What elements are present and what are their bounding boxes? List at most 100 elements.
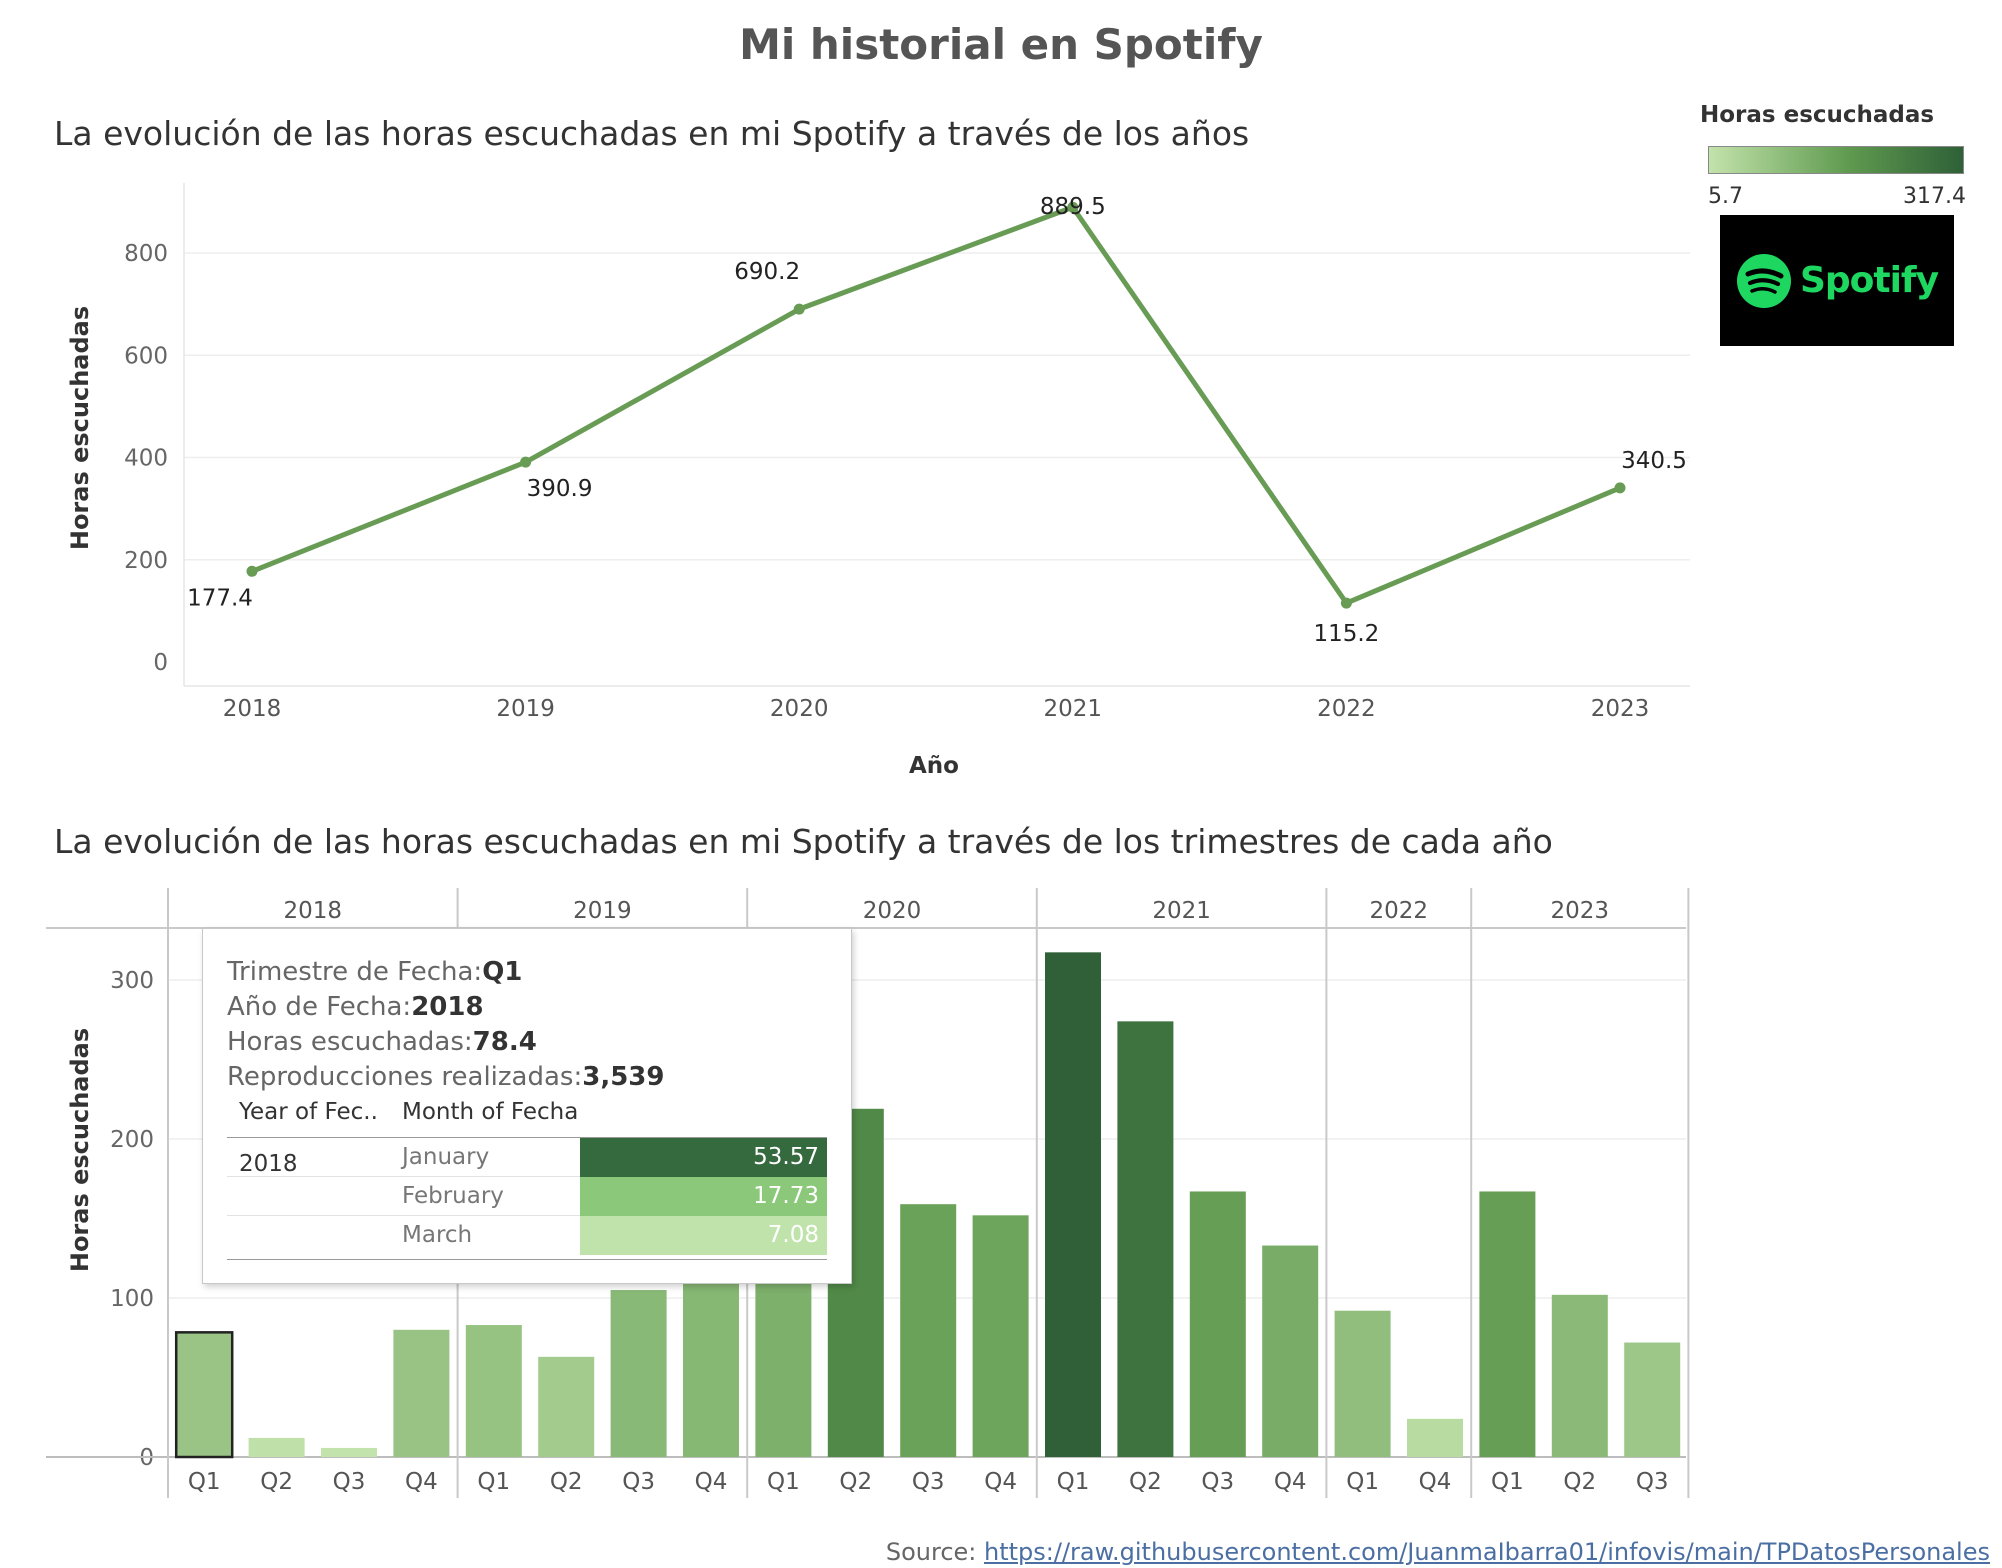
bar[interactable]: [393, 1329, 450, 1457]
bar-year-header: 2020: [863, 898, 922, 924]
bar-x-tick-label: Q4: [695, 1469, 728, 1495]
line-point[interactable]: [246, 565, 258, 577]
bar[interactable]: [1189, 1191, 1246, 1457]
line-data-label: 889.5: [1040, 194, 1106, 220]
bar-y-axis-label: Horas escuchadas: [66, 1028, 94, 1272]
line-x-axis-label: Año: [909, 753, 959, 779]
tooltip-quarter-line: Trimestre de Fecha:Q1: [227, 957, 523, 987]
bar-year-header: 2023: [1551, 898, 1610, 924]
tooltip-value-cell: 7.08: [580, 1216, 827, 1255]
line-point[interactable]: [793, 303, 805, 315]
line-data-label: 690.2: [734, 259, 800, 285]
bar[interactable]: [321, 1447, 377, 1457]
bar-x-tick-label: Q2: [550, 1469, 583, 1495]
line-y-tick-label: 800: [124, 241, 168, 267]
spotify-logo: Spotify: [1720, 215, 1954, 346]
bar-x-tick-label: Q3: [622, 1469, 655, 1495]
tooltip-value-cell: 53.57: [580, 1138, 827, 1177]
tooltip-plays-line: Reproducciones realizadas:3,539: [227, 1062, 665, 1092]
bar-x-tick-label: Q1: [1346, 1469, 1379, 1495]
line-x-tick-label: 2023: [1591, 696, 1650, 722]
line-x-tick-label: 2018: [223, 696, 282, 722]
legend-title: Horas escuchadas: [1700, 102, 1935, 128]
bar-x-tick-label: Q1: [767, 1469, 800, 1495]
bar[interactable]: [248, 1437, 305, 1457]
tooltip-table-bottom-line: [227, 1259, 827, 1260]
bar[interactable]: [610, 1290, 667, 1457]
legend-max-label: 317.4: [1903, 184, 1966, 209]
line-y-tick-label: 400: [124, 446, 168, 472]
bar-y-tick-label: 100: [110, 1286, 154, 1312]
bar-x-tick-label: Q2: [1563, 1469, 1596, 1495]
line-data-label: 340.5: [1621, 448, 1687, 474]
tooltip-table-divider: [227, 1137, 827, 1138]
tooltip-row-divider: [227, 1215, 580, 1216]
line-chart[interactable]: 0 200 400 600 800 Horas escuchadas Año 177.4 201…: [0, 0, 2002, 800]
line-x-tick-label: 2021: [1044, 696, 1103, 722]
line-x-tick-label: 2020: [770, 696, 829, 722]
source-label: Source:: [885, 1538, 977, 1566]
bar[interactable]: [972, 1215, 1029, 1457]
bar-year-header: 2021: [1152, 898, 1211, 924]
bar[interactable]: [900, 1204, 957, 1457]
bar-year-header: 2022: [1370, 898, 1429, 924]
legend-gradient: [1708, 146, 1964, 174]
tooltip-hours-line: Horas escuchadas:78.4: [227, 1027, 537, 1057]
bar-x-tick-label: Q2: [1129, 1469, 1162, 1495]
bar-x-tick-label: Q1: [1491, 1469, 1524, 1495]
bar-year-header: 2019: [573, 898, 632, 924]
line-y-tick-label: 0: [153, 650, 168, 676]
bar[interactable]: [683, 1282, 739, 1457]
bar-x-tick-label: Q3: [1636, 1469, 1669, 1495]
bar[interactable]: [1262, 1245, 1319, 1457]
bar-x-tick-label: Q1: [477, 1469, 510, 1495]
bar[interactable]: [174, 1331, 234, 1459]
bar-x-tick-label: Q1: [188, 1469, 221, 1495]
bar[interactable]: [1479, 1191, 1536, 1457]
bar-chart-title: La evolución de las horas escuchadas en …: [54, 822, 1553, 861]
bar[interactable]: [538, 1356, 595, 1457]
bar-x-tick-label: Q4: [984, 1469, 1017, 1495]
line-data-label: 177.4: [187, 585, 253, 611]
bar-x-tick-label: Q1: [1057, 1469, 1090, 1495]
bar[interactable]: [1551, 1294, 1608, 1457]
line-point[interactable]: [520, 456, 532, 468]
bar-x-tick-label: Q2: [260, 1469, 293, 1495]
tooltip-month: March: [402, 1222, 473, 1248]
bar[interactable]: [1407, 1418, 1463, 1457]
bar[interactable]: [1045, 952, 1101, 1457]
tooltip: Trimestre de Fecha:Q1 Año de Fecha:2018 …: [202, 928, 852, 1284]
bar-x-tick-label: Q4: [1419, 1469, 1452, 1495]
line-series: [251, 204, 1621, 606]
spotify-logo-text: Spotify: [1799, 260, 1939, 301]
tooltip-table-header-month: Month of Fecha: [402, 1099, 579, 1125]
line-y-axis-label: Horas escuchadas: [66, 306, 94, 550]
tooltip-table-year: 2018: [239, 1151, 298, 1177]
bar-x-tick-label: Q4: [405, 1469, 438, 1495]
line-x-tick-label: 2022: [1317, 696, 1376, 722]
line-x-tick-label: 2019: [496, 696, 555, 722]
line-point[interactable]: [1614, 482, 1626, 494]
spotify-logo-icon: [1736, 253, 1791, 308]
tooltip-row-divider: [227, 1176, 580, 1177]
bar-year-header: 2018: [284, 898, 343, 924]
bar[interactable]: [1117, 1021, 1174, 1457]
line-point[interactable]: [1067, 201, 1079, 213]
bar[interactable]: [1624, 1342, 1681, 1457]
line-y-tick-label: 200: [124, 548, 168, 574]
bar[interactable]: [465, 1325, 522, 1457]
bar-y-tick-label: 200: [110, 1127, 154, 1153]
bar[interactable]: [755, 1258, 812, 1457]
bar-y-tick-label: 300: [110, 968, 154, 994]
tooltip-table-row: February 17.73: [227, 1177, 827, 1216]
line-y-tick-label: 600: [124, 343, 168, 369]
line-point[interactable]: [1340, 597, 1352, 609]
tooltip-table-row: January 53.57: [227, 1138, 827, 1177]
bar-x-tick-label: Q4: [1274, 1469, 1307, 1495]
source-link[interactable]: https://raw.githubusercontent.com/Juanma…: [984, 1538, 1990, 1566]
bar[interactable]: [1334, 1310, 1391, 1457]
dashboard-title: Mi historial en Spotify: [739, 20, 1263, 69]
tooltip-year-line: Año de Fecha:2018: [227, 992, 484, 1022]
